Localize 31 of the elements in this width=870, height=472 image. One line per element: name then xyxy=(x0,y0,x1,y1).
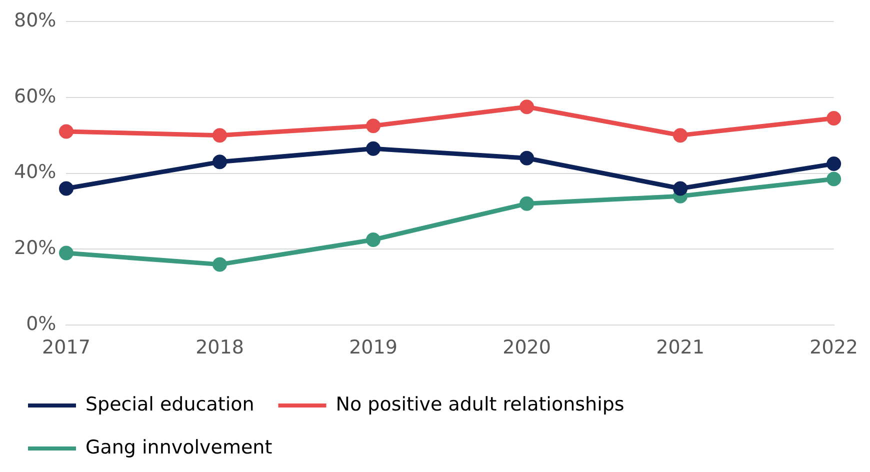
x-tick-label: 2020 xyxy=(502,336,551,359)
point xyxy=(366,232,381,248)
point xyxy=(212,257,227,272)
point xyxy=(826,172,842,186)
x-tick-label: 2018 xyxy=(196,336,244,359)
x-tick-label: 2021 xyxy=(656,336,704,359)
point xyxy=(520,100,534,114)
point xyxy=(366,118,381,134)
y-tick-label: 40% xyxy=(14,161,56,184)
legend-label: No positive adult relationships xyxy=(336,393,624,416)
y-tick-label: 80% xyxy=(14,9,56,32)
point xyxy=(58,246,74,260)
point xyxy=(520,150,534,166)
legend-label: Gang innvolvement xyxy=(86,436,272,458)
y-tick-label: 60% xyxy=(14,85,56,108)
x-tick-label: 2022 xyxy=(810,336,858,359)
point xyxy=(826,156,842,172)
point xyxy=(212,154,227,170)
y-tick-label: 20% xyxy=(14,237,56,260)
point xyxy=(673,181,688,196)
point xyxy=(520,196,534,211)
point xyxy=(58,181,74,196)
y-tick-label: 0% xyxy=(26,313,56,336)
point xyxy=(58,124,74,139)
point xyxy=(673,128,688,143)
x-tick-label: 2017 xyxy=(42,336,90,359)
point xyxy=(826,110,842,126)
legend-label: Special education xyxy=(86,393,254,416)
point xyxy=(366,141,381,156)
point xyxy=(212,128,227,143)
x-tick-label: 2019 xyxy=(349,336,398,359)
